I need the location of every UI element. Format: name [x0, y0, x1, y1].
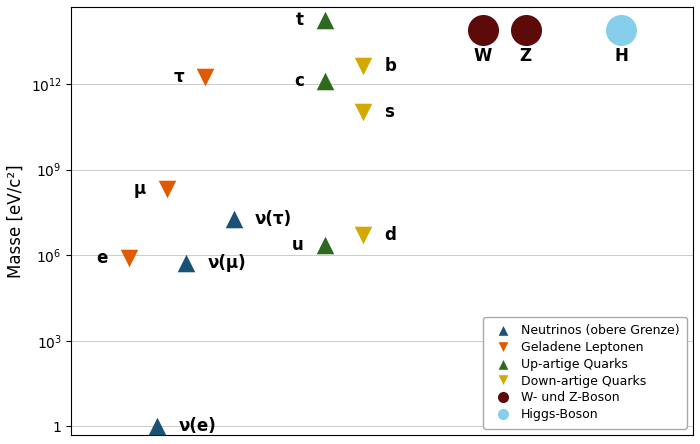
Point [319, 17, 330, 24]
Point [358, 232, 369, 239]
Text: u: u [292, 236, 304, 254]
Text: Z: Z [519, 47, 532, 65]
Point [358, 63, 369, 70]
Text: H: H [615, 47, 629, 65]
Legend: Neutrinos (obere Grenze), Geladene Leptonen, Up-artige Quarks, Down-artige Quark: Neutrinos (obere Grenze), Geladene Lepto… [483, 317, 687, 428]
Text: c: c [294, 71, 304, 90]
Point [199, 73, 211, 80]
Point [319, 242, 330, 249]
Point [616, 26, 627, 33]
Text: ν(e): ν(e) [178, 417, 216, 435]
Point [152, 423, 163, 430]
Text: d: d [384, 226, 396, 244]
Text: s: s [384, 103, 394, 122]
Text: W: W [473, 47, 492, 65]
Point [123, 254, 134, 262]
Point [162, 186, 173, 193]
Text: ν(μ): ν(μ) [207, 254, 246, 272]
Point [358, 109, 369, 116]
Text: e: e [97, 249, 108, 267]
Text: ν(τ): ν(τ) [255, 210, 292, 228]
Text: μ: μ [134, 181, 146, 198]
Point [319, 77, 330, 84]
Text: t: t [296, 11, 304, 29]
Point [520, 26, 531, 33]
Point [181, 259, 192, 266]
Point [228, 216, 239, 223]
Text: b: b [384, 57, 396, 75]
Y-axis label: Masse [eV/c²]: Masse [eV/c²] [7, 164, 25, 278]
Point [477, 26, 489, 33]
Text: τ: τ [174, 67, 184, 86]
